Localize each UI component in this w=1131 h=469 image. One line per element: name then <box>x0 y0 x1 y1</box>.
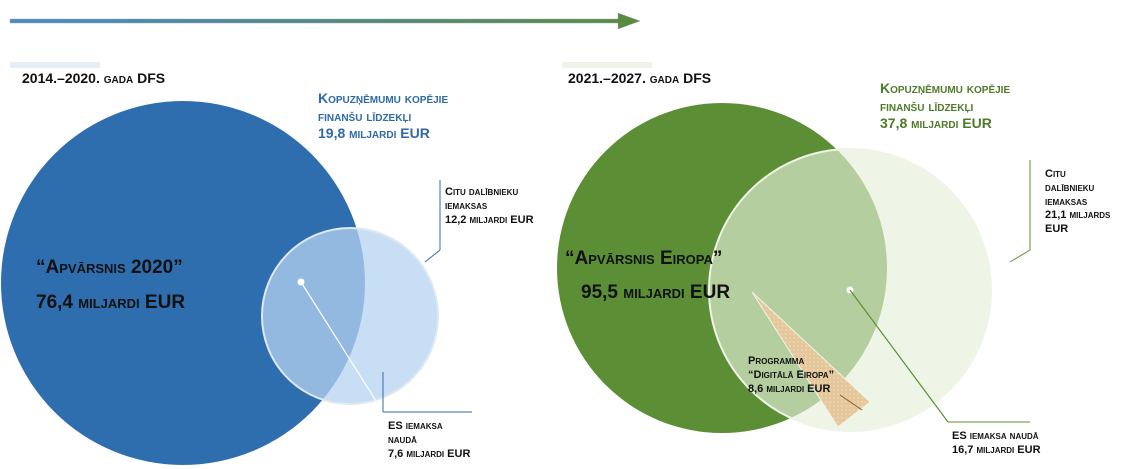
amount: 12,2 miljardi EUR <box>445 213 534 226</box>
digital-label: Programma “Digitālā Eiropa” 8,6 miljardi E… <box>748 355 834 396</box>
label-line: finanšu līdzekļi <box>880 97 974 114</box>
programme-circle <box>1 101 365 465</box>
other-label: Citu dalībnieku iemaksas 21,1 miljards EUR <box>1045 168 1110 237</box>
amount: 37,8 miljardi EUR <box>880 115 992 131</box>
leader-line <box>849 289 949 423</box>
partnership-circle <box>261 227 439 405</box>
eu-label: ES iemaksa naudā 16,7 miljardi EUR <box>952 430 1041 458</box>
header-band <box>10 62 100 68</box>
label-line: iemaksas <box>445 199 488 212</box>
amount: 19,8 miljardi EUR <box>318 125 430 141</box>
period-title: 2021.–2027. gada DFS <box>568 70 712 86</box>
leader-line <box>1009 249 1031 263</box>
programme-name: “Apvārsnis Eiropa” <box>565 248 723 269</box>
programme-label: “Apvārsnis 2020” 76,4 miljardi EUR <box>36 250 185 320</box>
amount: 95,5 miljardi EUR <box>581 282 731 304</box>
eu-label: ES iemaksa naudā 7,6 miljardi EUR <box>388 420 470 461</box>
label-line: ES iemaksa naudā <box>952 430 1039 442</box>
leader-line <box>839 394 863 411</box>
label-line: Citu <box>1045 168 1066 180</box>
amount: 21,1 miljards <box>1045 209 1111 222</box>
amount-unit: EUR <box>1045 223 1069 235</box>
programme-label: “Apvārsnis Eiropa” 95,5 miljardi EUR <box>565 242 730 310</box>
timeline-arrow <box>9 12 641 30</box>
label-line: naudā <box>388 433 417 446</box>
label-line: ES iemaksa <box>388 420 443 432</box>
partnership-label: Kopuzņēmumu kopējie finanšu līdzekļi 19,8 … <box>318 90 448 143</box>
label-line: finanšu līdzekļi <box>318 107 412 124</box>
label-line: Kopuzņēmumu kopējie <box>318 90 449 106</box>
label-line: iemaksas <box>1045 195 1088 208</box>
amount: 7,6 miljardi EUR <box>388 447 471 460</box>
other-label: Citu dalībnieku iemaksas 12,2 miljardi EUR <box>445 186 534 227</box>
label-line: “Digitālā Eiropa” <box>748 368 835 381</box>
partnership-label: Kopuzņēmumu kopējie finanšu līdzekļi 37,8 … <box>880 80 1010 133</box>
programme-name: “Apvārsnis 2020” <box>36 257 183 278</box>
period-title: 2014.–2020. gada DFS <box>22 70 166 86</box>
label-line: Citu dalībnieku <box>445 186 519 198</box>
amount: 76,4 miljardi EUR <box>36 292 186 314</box>
label-line: Programma <box>748 355 805 367</box>
leader-line <box>424 249 441 263</box>
label-line: dalībnieku <box>1045 181 1095 194</box>
amount: 8,6 miljardi EUR <box>748 382 831 395</box>
label-line: Kopuzņēmumu kopējie <box>880 80 1011 96</box>
header-band <box>562 62 652 68</box>
amount: 16,7 miljardi EUR <box>952 443 1041 456</box>
